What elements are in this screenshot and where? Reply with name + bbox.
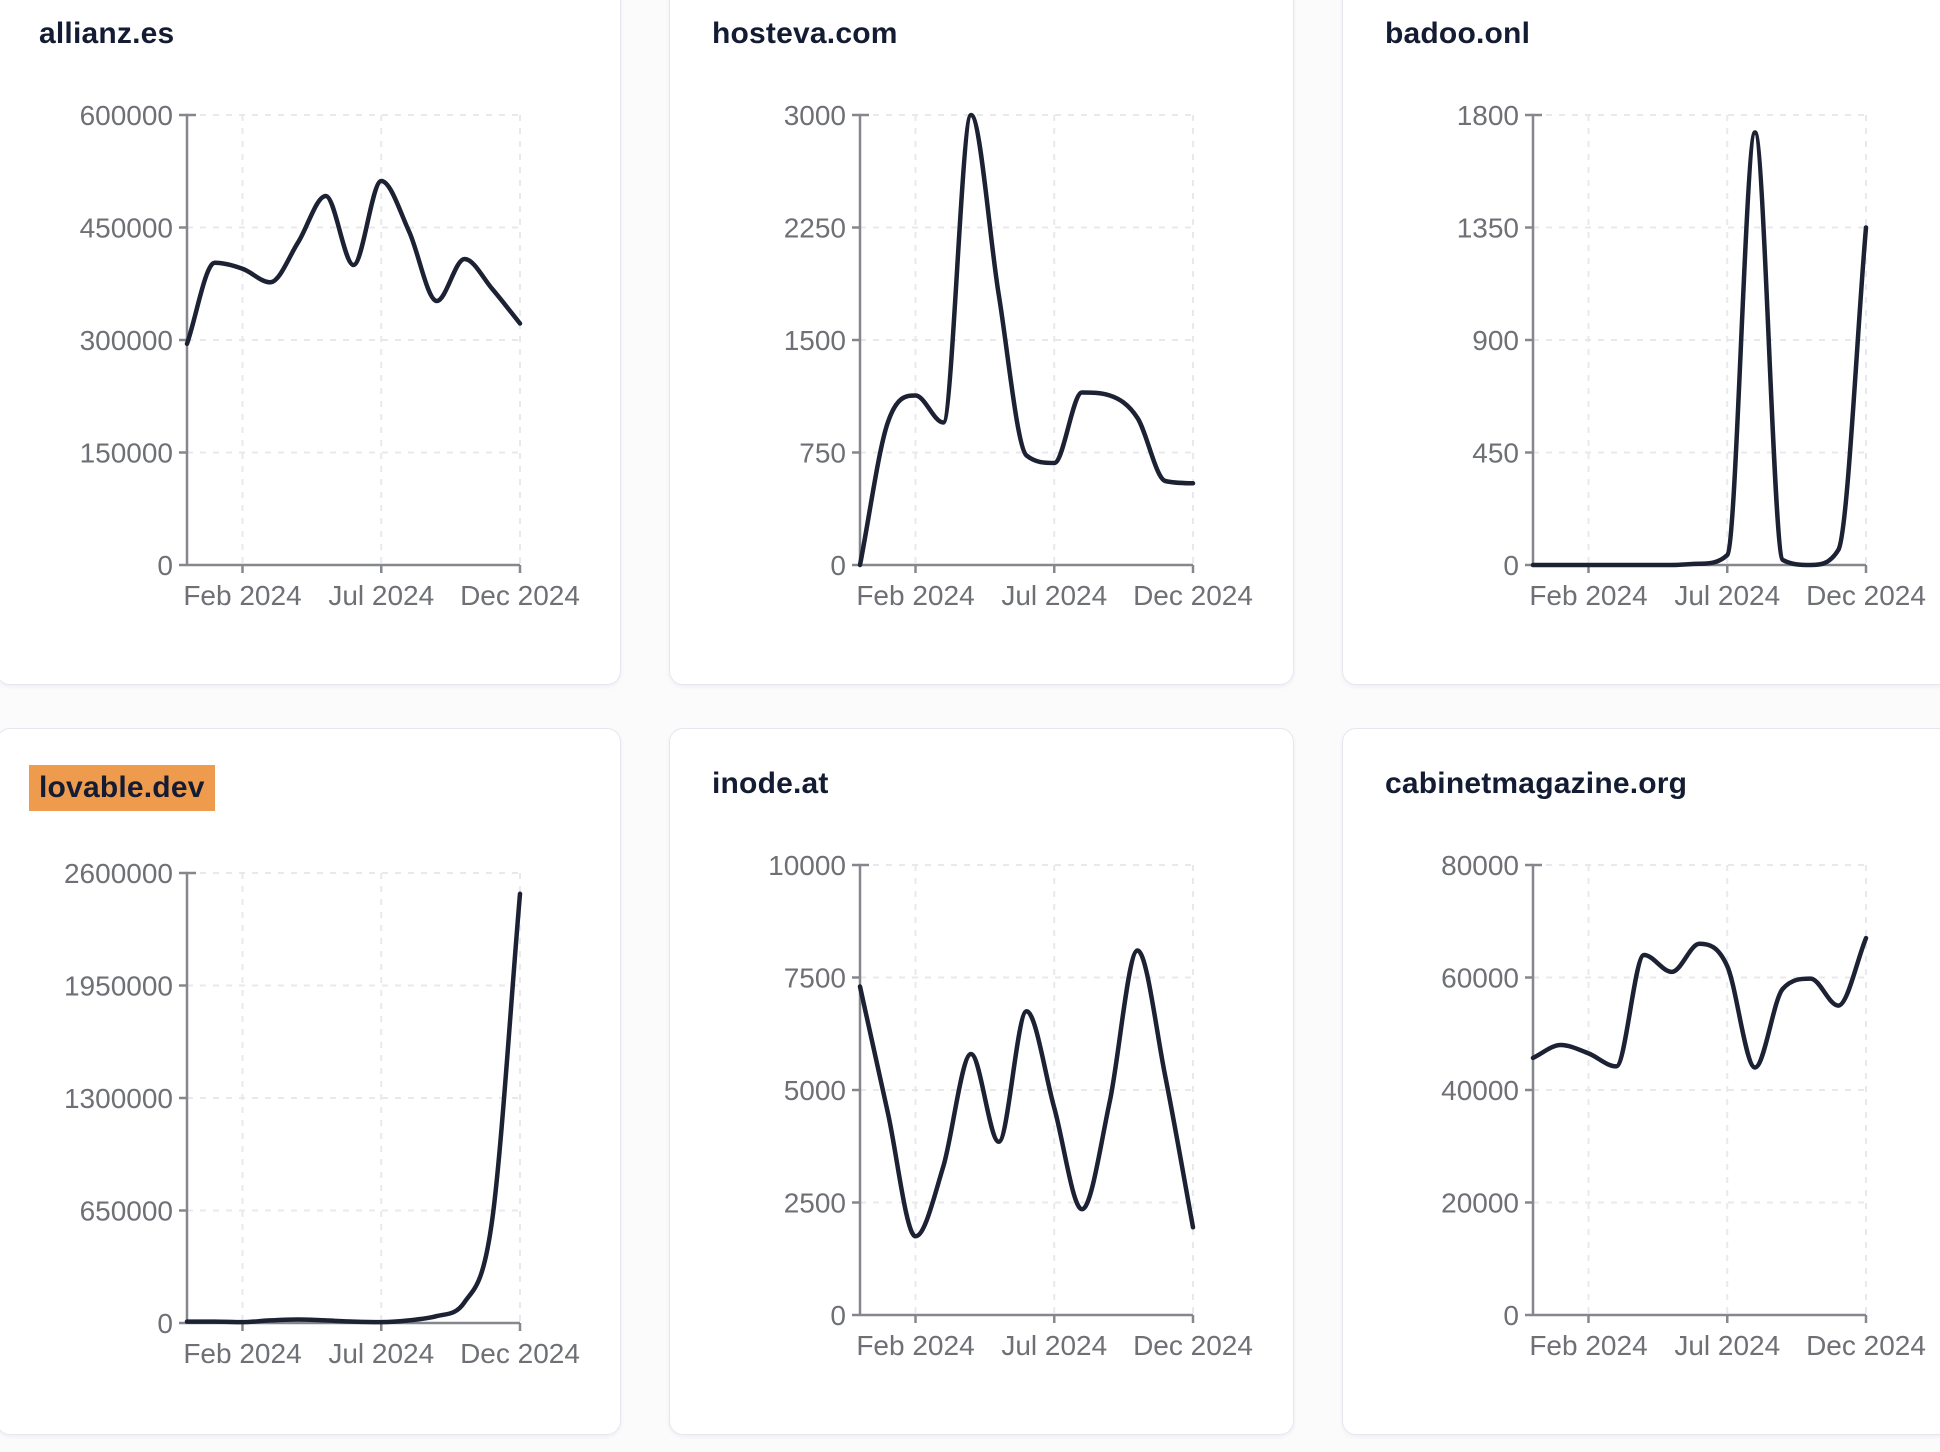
line-chart: 0 2500 5000 7500 10000 Feb 2024 Jul 2024 Dec 20…: [768, 850, 1253, 1361]
data-line: [857, 112, 1196, 568]
x-tick-label: Dec 2024: [1133, 1330, 1253, 1361]
x-tick-label: Feb 2024: [1529, 580, 1647, 611]
y-tick-label: 1800: [1457, 100, 1519, 131]
x-tick-label: Jul 2024: [1674, 1330, 1780, 1361]
y-tick-label: 2600000: [64, 858, 173, 889]
x-tick-label: Dec 2024: [460, 1338, 580, 1369]
line-chart: 0 650000 1300000 1950000 2600000 Feb 2024 Jul …: [64, 858, 580, 1369]
data-line: [184, 178, 523, 347]
data-line: [1530, 935, 1869, 1070]
y-tick-label: 300000: [80, 325, 173, 356]
chart-card-lovable-dev: lovable.dev 0 650000 1300000 1950000 2600000…: [0, 728, 621, 1435]
line-chart: 0 150000 300000 450000 600000 Feb 2024 Jul 202…: [80, 100, 580, 611]
x-tick-label: Dec 2024: [460, 580, 580, 611]
y-tick-label: 750: [799, 438, 846, 469]
x-tick-label: Feb 2024: [856, 580, 974, 611]
y-tick-label: 1300000: [64, 1083, 173, 1114]
x-tick-label: Dec 2024: [1133, 580, 1253, 611]
y-tick-label: 60000: [1441, 963, 1519, 994]
chart-card-badoo-onl: badoo.onl 0 450 900 1350 1800 Feb 2024 Jul 202…: [1342, 0, 1940, 685]
x-tick-label: Dec 2024: [1806, 580, 1926, 611]
x-tick-label: Jul 2024: [328, 1338, 434, 1369]
card-title: hosteva.com: [712, 17, 898, 50]
x-tick-label: Feb 2024: [1529, 1330, 1647, 1361]
chart-card-inode-at: inode.at 0 2500 5000 7500 10000 Feb 2024 Jul 2…: [669, 728, 1294, 1435]
line-chart: 0 750 1500 2250 3000 Feb 2024 Jul 2024 Dec 2024: [784, 100, 1253, 611]
y-tick-label: 0: [1503, 550, 1519, 581]
card-title: cabinetmagazine.org: [1385, 767, 1688, 800]
chart-card-cabinetmagazine-org: cabinetmagazine.org 0 20000 40000 60000 8000…: [1342, 728, 1940, 1435]
y-tick-label: 3000: [784, 100, 846, 131]
y-tick-label: 20000: [1441, 1188, 1519, 1219]
y-tick-label: 80000: [1441, 850, 1519, 881]
card-title-highlighted: lovable.dev: [29, 765, 215, 811]
y-tick-label: 450: [1472, 438, 1519, 469]
y-tick-label: 1500: [784, 325, 846, 356]
y-tick-label: 900: [1472, 325, 1519, 356]
x-tick-label: Jul 2024: [1001, 580, 1107, 611]
x-tick-label: Jul 2024: [1001, 1330, 1107, 1361]
y-tick-label: 0: [157, 550, 173, 581]
y-tick-label: 0: [157, 1308, 173, 1339]
chart-card-hosteva-com: hosteva.com 0 750 1500 2250 3000 Feb 2024 Jul …: [669, 0, 1294, 685]
y-tick-label: 1350: [1457, 213, 1519, 244]
data-line: [857, 948, 1196, 1239]
y-tick-label: 0: [830, 1300, 846, 1331]
y-tick-label: 7500: [784, 963, 846, 994]
y-tick-label: 5000: [784, 1075, 846, 1106]
card-title: inode.at: [712, 767, 829, 800]
data-line: [184, 891, 523, 1325]
x-tick-label: Jul 2024: [328, 580, 434, 611]
line-chart: 0 20000 40000 60000 80000 Feb 2024 Jul 2024 Dec…: [1441, 850, 1926, 1361]
y-tick-label: 150000: [80, 438, 173, 469]
x-tick-label: Feb 2024: [856, 1330, 974, 1361]
x-tick-label: Feb 2024: [183, 580, 301, 611]
card-title: allianz.es: [39, 17, 175, 50]
chart-card-allianz-es: allianz.es 0 150000 300000 450000 600000 Feb …: [0, 0, 621, 685]
y-tick-label: 40000: [1441, 1075, 1519, 1106]
y-tick-label: 2500: [784, 1188, 846, 1219]
card-title: badoo.onl: [1385, 17, 1531, 50]
x-tick-label: Feb 2024: [183, 1338, 301, 1369]
y-tick-label: 10000: [768, 850, 846, 881]
y-tick-label: 2250: [784, 213, 846, 244]
y-tick-label: 1950000: [64, 971, 173, 1002]
y-tick-label: 0: [830, 550, 846, 581]
y-tick-label: 650000: [80, 1196, 173, 1227]
y-tick-label: 600000: [80, 100, 173, 131]
data-line: [1530, 130, 1869, 568]
x-tick-label: Jul 2024: [1674, 580, 1780, 611]
y-tick-label: 0: [1503, 1300, 1519, 1331]
x-tick-label: Dec 2024: [1806, 1330, 1926, 1361]
line-chart: 0 450 900 1350 1800 Feb 2024 Jul 2024 Dec 2024: [1457, 100, 1926, 611]
y-tick-label: 450000: [80, 213, 173, 244]
